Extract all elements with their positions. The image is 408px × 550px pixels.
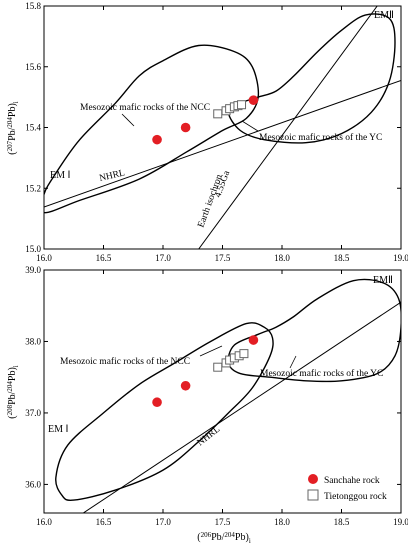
- top-point-sanchahe: [180, 122, 191, 133]
- top-yc-label: Mesozoic mafic rocks of the YC: [259, 132, 382, 143]
- bottom-point-tietonggou: [213, 362, 223, 372]
- top-point-tietonggou: [213, 109, 223, 119]
- top-x-tick-label: 17.5: [215, 253, 231, 263]
- bottom-x-tick-label: 16.5: [96, 517, 112, 527]
- legend-sanchahe-marker: [308, 474, 318, 484]
- bottom-yc-pointer: [289, 355, 297, 369]
- top-x-tick-label: 16.0: [36, 253, 52, 263]
- top-point-sanchahe: [248, 95, 259, 105]
- top-y-tick-label: 15.0: [25, 244, 41, 254]
- bottom-x-tick-label: 18.0: [274, 517, 290, 527]
- top-y-tick-label: 15.4: [25, 123, 41, 133]
- bottom-panel: 16.0 16.5 17.0 17.5 18.0 18.5 19.0 36.0 37.0 38.0…: [6, 265, 408, 545]
- bottom-y-axis-title: (208Pb/204Pb)i: [6, 365, 20, 419]
- bottom-point-tietonggou: [239, 349, 249, 359]
- legend-sanchahe-label: Sanchahe rock: [324, 476, 380, 486]
- top-point-sanchahe: [152, 134, 162, 145]
- top-x-tick-label: 17.0: [155, 253, 171, 263]
- top-y-tick-label: 15.6: [25, 62, 41, 72]
- bottom-region-ncc: [55, 322, 274, 501]
- top-nhrl-label: NHRL: [98, 168, 126, 184]
- bottom-nhrl-label: NHRL: [196, 424, 223, 448]
- top-x-tick-label: 16.5: [96, 253, 112, 263]
- top-plot-frame: [43, 5, 402, 250]
- bottom-point-sanchahe: [248, 335, 259, 345]
- top-line-earth-isochron: [198, 6, 378, 249]
- top-em2-label: EMⅡ: [374, 10, 394, 21]
- top-ncc-pointer: [121, 113, 135, 127]
- bottom-em1-label: EM Ⅰ: [48, 424, 68, 435]
- top-y-tick-label: 15.2: [25, 183, 41, 193]
- top-yc-pointer: [241, 120, 259, 132]
- top-x-tick-label: 19.0: [393, 253, 408, 263]
- bottom-x-tick-label: 16.0: [36, 517, 52, 527]
- legend-tietonggou-label: Tietonggou rock: [324, 492, 387, 502]
- bottom-x-tick-label: 17.5: [215, 517, 231, 527]
- top-y-tick-label: 15.8: [25, 1, 41, 11]
- bottom-point-sanchahe: [180, 380, 191, 391]
- bottom-y-tick-label: 38.0: [25, 336, 41, 346]
- bottom-em2-label: EMⅡ: [373, 275, 393, 286]
- bottom-x-tick-label: 18.5: [334, 517, 350, 527]
- bottom-point-sanchahe: [152, 397, 162, 408]
- legend: Sanchahe rock Tietonggou rock: [307, 474, 387, 502]
- top-y-axis-title: (207Pb/204Pb)i: [6, 101, 20, 155]
- bottom-y-tick-label: 36.0: [25, 479, 41, 489]
- bottom-yc-label: Mesozoic mafic rocks of the YC: [260, 368, 383, 379]
- top-ncc-label: Mesozoic mafic rocks of the NCC: [80, 102, 210, 113]
- bottom-y-tick-label: 37.0: [25, 408, 41, 418]
- top-panel: 16.0 16.5 17.0 17.5 18.0 18.5 19.0 15.0 15.2 15.4…: [6, 1, 408, 263]
- bottom-line-nhrl: [82, 301, 401, 513]
- top-em1-label: EM Ⅰ: [50, 170, 70, 181]
- top-region-yc: [227, 13, 396, 144]
- bottom-region-yc: [227, 278, 401, 383]
- top-x-tick-label: 18.0: [274, 253, 290, 263]
- legend-tietonggou-marker: [307, 489, 319, 501]
- top-region-ncc: [44, 44, 260, 214]
- bottom-ncc-pointer: [199, 345, 223, 357]
- top-line-nhrl: [44, 79, 401, 208]
- bottom-x-tick-label: 19.0: [393, 517, 408, 527]
- bottom-x-axis-title: (206Pb/204Pb)i: [197, 531, 251, 545]
- top-point-tietonggou: [237, 100, 247, 110]
- bottom-x-tick-label: 17.0: [155, 517, 171, 527]
- bottom-ncc-label: Mesozoic mafic rocks of the NCC: [60, 356, 190, 367]
- top-x-tick-label: 18.5: [334, 253, 350, 263]
- bottom-y-tick-label: 39.0: [25, 265, 41, 275]
